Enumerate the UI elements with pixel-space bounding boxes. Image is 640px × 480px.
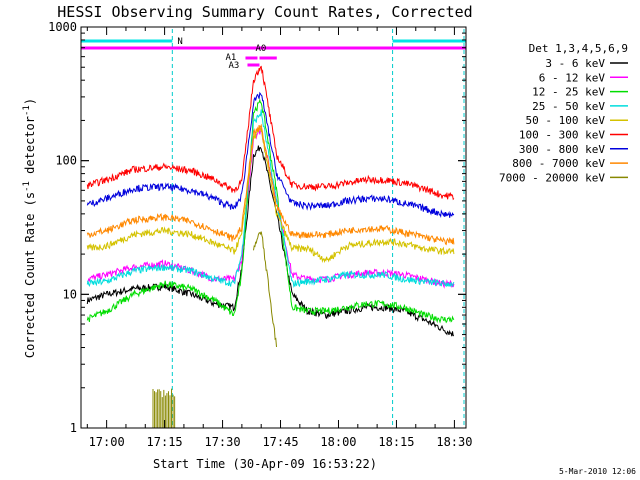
y-axis-ticks: 1 10 100 1000 xyxy=(48,20,466,435)
series-line-2 xyxy=(86,98,455,324)
x-tick-label: 17:15 xyxy=(147,435,183,449)
legend-entry-label: 100 - 300 keV xyxy=(519,129,605,142)
x-tick-label: 17:30 xyxy=(204,435,240,449)
y-tick-label: 100 xyxy=(55,154,77,168)
legend-entry-label: 12 - 25 keV xyxy=(532,86,605,99)
series-line-8 xyxy=(253,231,277,348)
attenuator-label: A3 xyxy=(228,61,239,71)
legend-entry-label: 300 - 800 keV xyxy=(519,143,605,156)
plot-border xyxy=(80,26,467,429)
legend-title: Det 1,3,4,5,6,9 xyxy=(529,42,628,55)
x-tick-label: 17:00 xyxy=(89,435,125,449)
x-tick-label: 17:45 xyxy=(262,435,298,449)
legend-entry-label: 6 - 12 keV xyxy=(539,71,606,84)
y-axis-label: Corrected Count Rate (s-1 detector-1) xyxy=(22,98,37,358)
legend-entry-label: 7000 - 20000 keV xyxy=(499,171,605,184)
y-tick-label: 1 xyxy=(70,421,77,435)
series-line-3 xyxy=(86,109,455,288)
night-label: N xyxy=(177,37,182,47)
x-tick-label: 18:15 xyxy=(378,435,414,449)
series-layer xyxy=(86,65,455,428)
series-line-5 xyxy=(86,65,455,201)
series-line-4 xyxy=(86,127,455,264)
series-line-7 xyxy=(86,123,455,246)
series-line-0 xyxy=(86,145,454,337)
x-axis-label: Start Time (30-Apr-09 16:53:22) xyxy=(153,457,377,471)
legend-entry-label: 3 - 6 keV xyxy=(545,57,605,70)
legend-entry-label: 50 - 100 keV xyxy=(526,114,606,127)
plot-frame xyxy=(80,26,467,429)
y-tick-label: 10 xyxy=(63,287,77,301)
x-tick-label: 18:30 xyxy=(436,435,472,449)
x-axis-ticks: 17:00 17:15 17:30 17:45 18:00 18:15 18:30 xyxy=(86,27,472,449)
y-tick-label: 1000 xyxy=(48,20,77,34)
attenuator-label: A1 xyxy=(225,53,236,63)
legend-entry-label: 25 - 50 keV xyxy=(532,100,605,113)
x-tick-label: 18:00 xyxy=(320,435,356,449)
attenuator-label: A0 xyxy=(255,44,266,54)
series-line-6 xyxy=(86,91,455,219)
chart-title: HESSI Observing Summary Count Rates, Cor… xyxy=(57,3,472,21)
legend-entry-label: 800 - 7000 keV xyxy=(512,157,605,170)
footer-date: 5-Mar-2010 12:06 xyxy=(559,467,636,476)
